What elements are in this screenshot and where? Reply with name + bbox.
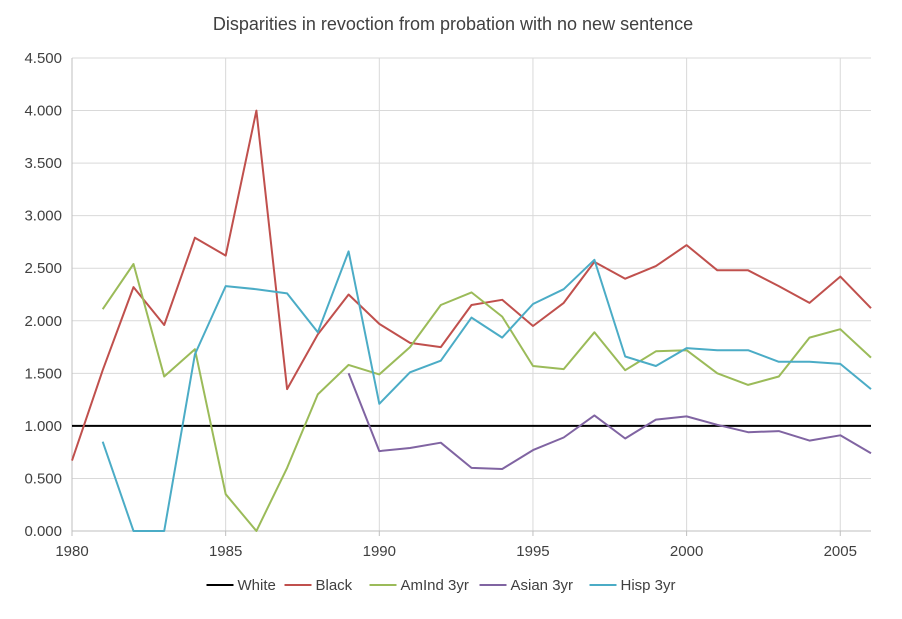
series-line-hisp-3yr <box>101 250 872 532</box>
legend-label-hisp-3yr: Hisp 3yr <box>621 577 676 594</box>
gridlines <box>72 57 871 531</box>
y-tick-label: 3.500 <box>24 155 62 172</box>
legend-label-white: White <box>238 577 276 594</box>
x-tick-label: 2000 <box>670 543 703 560</box>
x-tick-label: 2005 <box>824 543 857 560</box>
legend-label-asian-3yr: Asian 3yr <box>511 577 574 594</box>
y-tick-label: 2.500 <box>24 260 62 277</box>
series-line-asian-3yr <box>347 372 872 470</box>
series-lines <box>71 109 872 532</box>
y-tick-label: 2.000 <box>24 313 62 330</box>
chart-title: Disparities in revoction from probation … <box>213 14 693 34</box>
y-tick-label: 3.000 <box>24 208 62 225</box>
y-tick-label: 1.000 <box>24 418 62 435</box>
y-tick-label: 0.500 <box>24 470 62 487</box>
axes: 0.000 0.500 1.000 1.500 2.000 2.500 3.000 3.500… <box>24 50 871 560</box>
x-tick-label: 1990 <box>363 543 396 560</box>
y-tick-label: 4.500 <box>24 50 62 67</box>
y-tick-label: 0.000 <box>24 523 62 540</box>
series-line-black <box>71 109 872 461</box>
y-tick-label: 4.000 <box>24 103 62 120</box>
legend-label-black: Black <box>316 577 353 594</box>
y-tick-label: 1.500 <box>24 365 62 382</box>
legend: White Black AmInd 3yr Asian 3yr Hisp 3yr <box>206 577 676 594</box>
x-tick-label: 1980 <box>55 543 88 560</box>
legend-label-amind-3yr: AmInd 3yr <box>401 577 469 594</box>
x-tick-label: 1995 <box>516 543 549 560</box>
x-tick-label: 1985 <box>209 543 242 560</box>
series-line-amind-3yr <box>101 263 872 532</box>
